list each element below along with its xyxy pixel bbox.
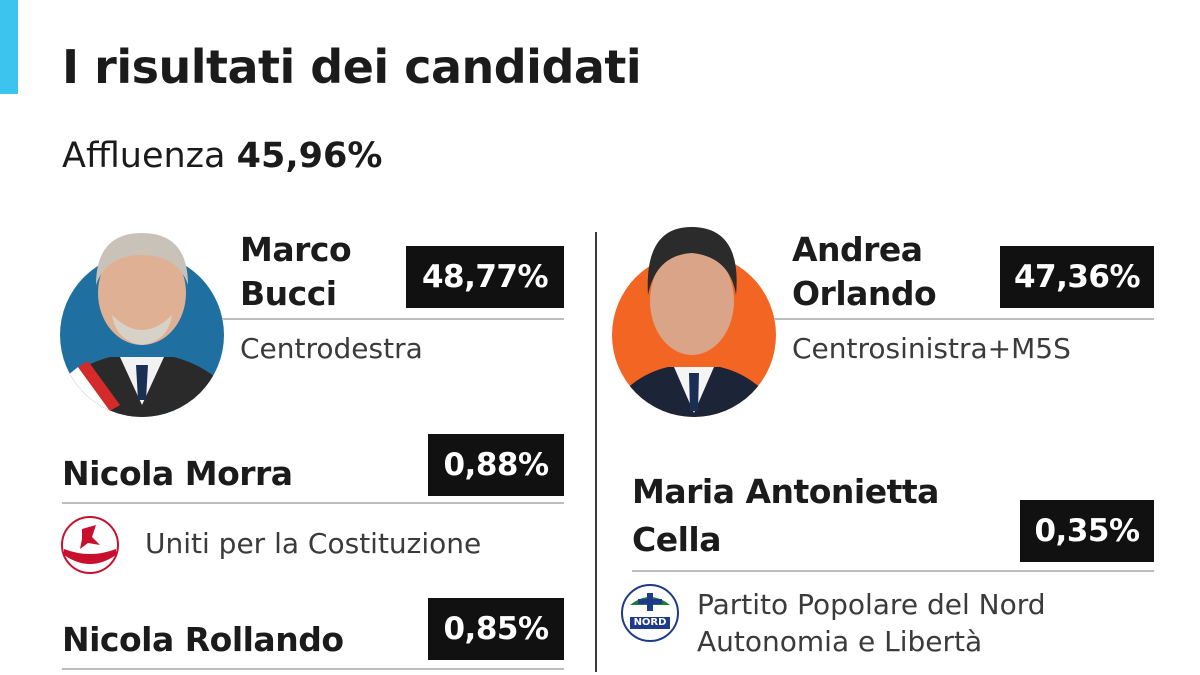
rule-orlando xyxy=(774,318,1154,320)
portrait-orlando-icon xyxy=(612,226,776,417)
candidate-name-morra: Nicola Morra xyxy=(62,454,293,493)
candidate-last-name: Bucci xyxy=(240,274,337,313)
percent-badge-morra: 0,88% xyxy=(428,434,564,496)
candidate-last-name: Orlando xyxy=(792,274,937,313)
turnout: Affluenza 45,96% xyxy=(62,136,382,176)
candidate-name-orlando: Andrea Orlando xyxy=(792,228,937,316)
party-line2: Autonomia e Libertà xyxy=(697,625,983,658)
rule-cella xyxy=(632,570,1154,572)
column-divider xyxy=(595,232,597,672)
candidate-first-name: Marco xyxy=(240,230,352,269)
partito-popolare-nord-logo-icon xyxy=(621,584,679,642)
percent-badge-cella: 0,35% xyxy=(1020,500,1154,562)
turnout-value: 45,96% xyxy=(236,136,383,176)
turnout-label: Affluenza xyxy=(62,136,226,176)
uniti-costituzione-logo-icon xyxy=(61,516,119,574)
candidate-name-rollando: Nicola Rollando xyxy=(62,620,344,659)
party-logo-text-cella: NORD xyxy=(633,617,667,628)
page-title: I risultati dei candidati xyxy=(62,40,642,94)
candidate-name-bucci: Marco Bucci xyxy=(240,228,352,316)
party-logo-morra xyxy=(60,515,120,575)
party-cella: Partito Popolare del Nord Autonomia e Li… xyxy=(697,586,1046,660)
coalition-orlando: Centrosinistra+M5S xyxy=(792,332,1071,365)
party-logo-cella: NORD xyxy=(620,583,680,643)
rule-morra xyxy=(62,502,564,504)
percent-badge-orlando: 47,36% xyxy=(1000,246,1154,308)
party-line1: Partito Popolare del Nord xyxy=(697,588,1046,621)
portrait-bucci-icon xyxy=(60,233,224,417)
party-morra: Uniti per la Costituzione xyxy=(145,527,482,560)
percent-badge-bucci: 48,77% xyxy=(406,246,564,308)
percent-badge-rollando: 0,85% xyxy=(428,598,564,660)
candidate-name-line2: Cella xyxy=(632,520,721,559)
candidate-photo-orlando xyxy=(612,223,776,417)
candidate-name-line1: Maria Antonietta xyxy=(632,472,939,511)
candidate-first-name: Andrea xyxy=(792,230,923,269)
accent-bar xyxy=(0,0,18,94)
candidate-photo-bucci xyxy=(60,225,224,417)
candidate-name-cella: Maria Antonietta Cella xyxy=(632,470,939,562)
coalition-bucci: Centrodestra xyxy=(240,332,423,365)
rule-bucci xyxy=(222,318,564,320)
rule-rollando xyxy=(62,668,564,670)
